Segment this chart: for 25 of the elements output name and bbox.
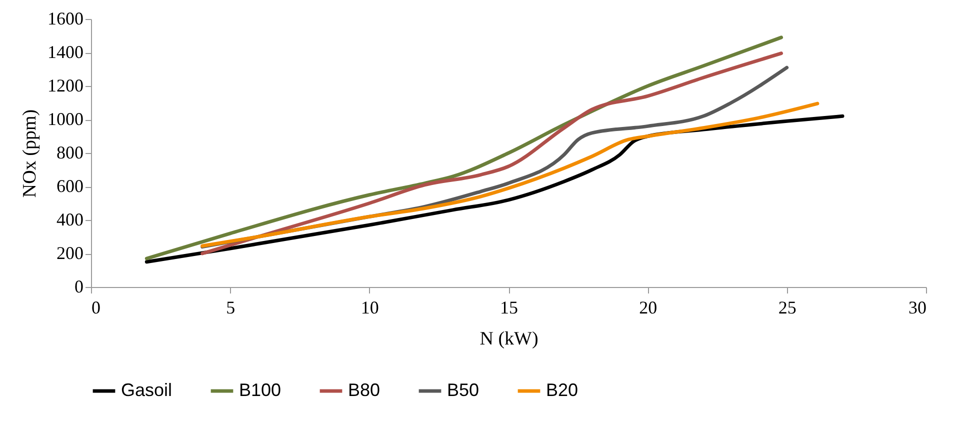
x-tick-label: 25 — [778, 298, 796, 318]
legend-label: B50 — [447, 380, 480, 400]
x-tick-label: 10 — [360, 298, 379, 318]
y-tick-label: 1600 — [48, 8, 84, 28]
y-tick-label: 1400 — [48, 42, 84, 62]
y-axis-title: NOx (ppm) — [20, 109, 40, 198]
x-tick-label: 30 — [908, 298, 926, 318]
legend-label: B20 — [546, 380, 578, 400]
y-tick-label: 200 — [56, 243, 84, 263]
line-series — [144, 36, 784, 260]
y-tick-label: 400 — [56, 210, 84, 230]
y-tick-label: 1000 — [48, 109, 84, 129]
y-tick-label: 0 — [74, 276, 84, 296]
line-series — [200, 102, 820, 248]
x-tick-label: 0 — [92, 298, 100, 318]
y-tick-label: 600 — [56, 176, 84, 196]
x-tick-label: 15 — [500, 298, 518, 318]
x-axis-title: N (kW) — [480, 328, 538, 350]
x-tick-label: 20 — [639, 298, 658, 318]
legend-label: B80 — [348, 380, 380, 400]
legend-label: Gasoil — [121, 380, 172, 400]
x-tick-label: 5 — [226, 298, 236, 318]
y-tick-label: 1200 — [48, 76, 84, 96]
y-tick-label: 800 — [56, 142, 84, 162]
legend-label: B100 — [239, 380, 282, 400]
